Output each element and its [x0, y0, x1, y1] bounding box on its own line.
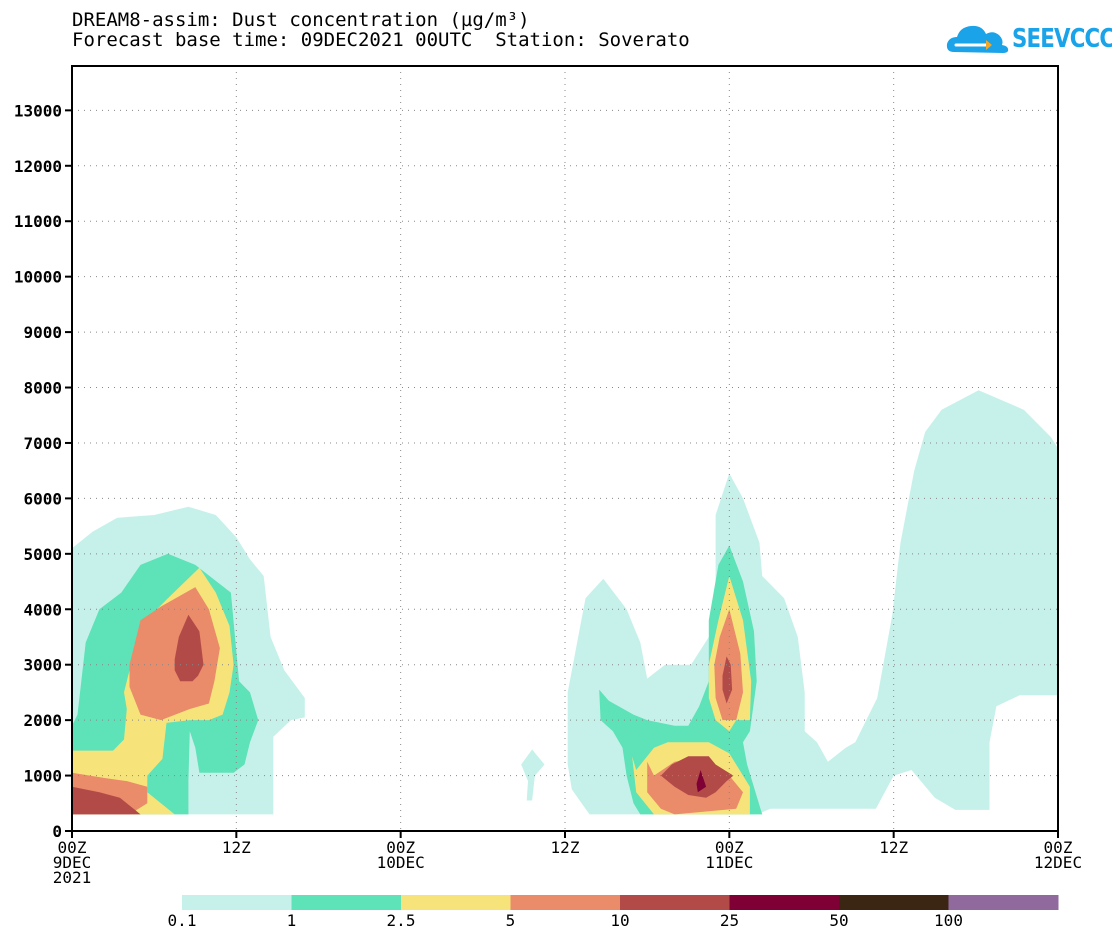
contour-region-16	[696, 770, 707, 793]
cloud-icon	[946, 25, 1009, 53]
contour-region-14	[660, 756, 734, 798]
y-tick-label-3: 3000	[23, 656, 62, 675]
y-axis: 0 1000 2000 3000 4000 5000 6000 7000 8000 9000 100…	[14, 101, 72, 841]
y-tick-label-13: 13000	[14, 101, 62, 120]
legend-label-6: 50	[829, 911, 848, 930]
y-tick-label-4: 4000	[23, 600, 62, 619]
legend-swatch-0	[182, 895, 292, 910]
x-tick-label-4: 00Z 11DEC	[705, 838, 753, 872]
contour-region-1	[521, 749, 545, 801]
y-tick-label-11: 11000	[14, 212, 62, 231]
legend-label-2: 2.5	[387, 911, 416, 930]
y-tick-label-2: 2000	[23, 711, 62, 730]
y-tick-label-10: 10000	[14, 268, 62, 287]
chart-title-line1: DREAM8-assim: Dust concentration (µg/m³)	[72, 9, 530, 31]
chart-title: DREAM8-assim: Dust concentration (µg/m³)…	[72, 10, 690, 50]
x-tick-label-1: 12Z	[222, 838, 251, 857]
y-tick-label-12: 12000	[14, 157, 62, 176]
x-tick-label-3: 12Z	[551, 838, 580, 857]
y-tick-label-6: 6000	[23, 489, 62, 508]
logo-text: SEEVCCC	[1012, 24, 1112, 54]
legend-label-3: 5	[506, 911, 516, 930]
x-tick-label-0: 00Z 9DEC 2021	[53, 838, 92, 887]
x-tick-label-2: 00Z 10DEC	[377, 838, 425, 872]
legend-label-7: 100	[934, 911, 963, 930]
legend-label-5: 25	[720, 911, 739, 930]
legend-label-1: 1	[287, 911, 297, 930]
chart-subtitle-line2: Forecast base time: 09DEC2021 00UTC Stat…	[72, 29, 690, 51]
seevccc-logo: SEEVCCC	[946, 18, 1112, 58]
legend-swatch-2	[401, 895, 511, 910]
legend-swatch-6	[839, 895, 949, 910]
y-tick-label-0: 0	[52, 822, 62, 841]
y-tick-label-5: 5000	[23, 545, 62, 564]
contour-region-15	[722, 656, 733, 704]
y-tick-label-7: 7000	[23, 434, 62, 453]
legend-swatch-4	[620, 895, 730, 910]
y-tick-label-9: 9000	[23, 323, 62, 342]
y-tick-label-1: 1000	[23, 767, 62, 786]
legend-label-4: 10	[610, 911, 629, 930]
legend-swatch-5	[729, 895, 840, 910]
x-tick-label-5: 12Z	[879, 838, 908, 857]
contour-fills	[72, 390, 1058, 815]
contour-region-12	[72, 786, 141, 815]
x-tick-label-6: 00Z 12DEC	[1034, 838, 1082, 872]
legend-swatch-1	[291, 895, 402, 910]
colorbar-legend: 0.1 1 2.5 5 10 25 50 100	[168, 895, 1059, 930]
y-tick-label-8: 8000	[23, 379, 62, 398]
grid-lines	[72, 66, 1058, 831]
contour-region-13	[174, 614, 204, 682]
contour-region-2	[567, 390, 1058, 815]
contour-region-9	[129, 587, 220, 721]
legend-swatch-3	[510, 895, 621, 910]
x-axis: 00Z 9DEC 2021 12Z 00Z 10DEC 12Z 00Z 11DEC 12Z 00Z 1…	[53, 831, 1082, 887]
legend-label-0: 0.1	[168, 911, 197, 930]
legend-swatch-7	[948, 895, 1059, 910]
